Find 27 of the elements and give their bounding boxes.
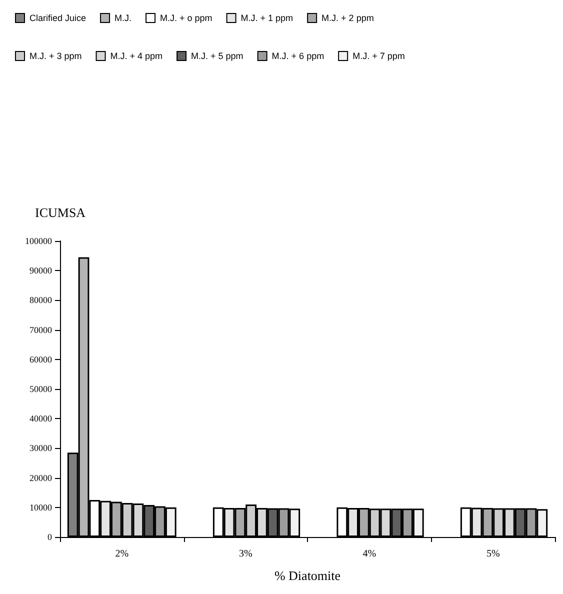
legend-label: M.J. + o ppm: [160, 13, 212, 23]
x-tick-label: 3%: [238, 548, 252, 560]
y-tick-label: 50000: [30, 384, 52, 394]
x-tick-label: 5%: [486, 548, 500, 560]
legend-label: M.J. + 2 ppm: [322, 13, 374, 23]
y-axis-title: ICUMSA: [35, 205, 86, 220]
y-tick-label: 90000: [30, 266, 52, 276]
y-tick-label: 30000: [30, 443, 52, 454]
legend-label: M.J. + 1 ppm: [240, 13, 294, 23]
legend-label: M.J. + 6 ppm: [272, 51, 324, 61]
legend-label: M.J. + 7 ppm: [352, 51, 405, 61]
legend-label: M.J. + 5 ppm: [191, 51, 244, 61]
legend-label: Clarified Juice: [30, 13, 86, 23]
y-tick-label: 70000: [30, 324, 52, 335]
y-tick-label: 40000: [30, 414, 52, 424]
x-tick-label: 2%: [115, 548, 129, 560]
y-tick-label: 10000: [30, 502, 52, 512]
legend-label: M.J.: [114, 13, 132, 23]
y-tick-label: 60000: [30, 354, 52, 364]
legend-label: M.J. + 3 ppm: [30, 51, 82, 61]
y-tick-label: 20000: [30, 472, 52, 483]
y-tick-label: 80000: [30, 295, 52, 306]
legend-label: M.J. + 4 ppm: [110, 51, 163, 61]
x-axis-title: % Diatomite: [274, 568, 341, 583]
x-tick-label: 4%: [362, 548, 376, 560]
y-tick-label: 0: [48, 532, 52, 542]
y-tick-label: 100000: [25, 236, 52, 246]
